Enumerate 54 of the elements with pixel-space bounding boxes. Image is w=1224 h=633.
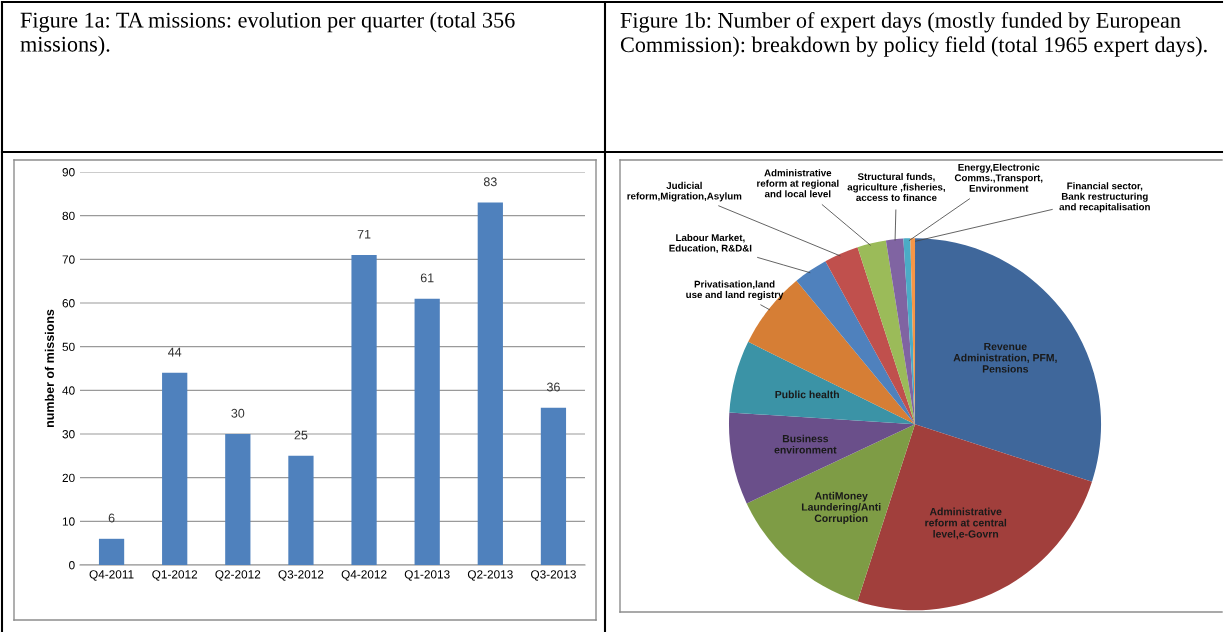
slice-label: Judicial reform,Migration,Asylum (627, 181, 742, 202)
y-tick-label: 10 (62, 517, 75, 526)
x-tick-label: Q2-2012 (215, 570, 261, 581)
bar (540, 407, 567, 565)
pie-slice (728, 412, 916, 504)
chart-title: Figure 1b: Number of expert days (mostly funded by European Commission): breakdown by policy field (total 1965 expert days). (620, 12, 1207, 57)
bar (98, 538, 125, 565)
pie-slice (729, 341, 916, 425)
bar (288, 455, 314, 565)
pie-slice (746, 424, 916, 602)
y-tick-label: 40 (62, 386, 75, 395)
data-label: 30 (231, 408, 245, 418)
pie-slice (915, 238, 1102, 482)
data-label: 44 (168, 347, 182, 357)
y-tick-label: 90 (62, 168, 75, 177)
data-label: 71 (357, 229, 371, 239)
y-tick-label: 20 (62, 473, 75, 483)
slice-label: Energy,Electronic Comms.,Transport, Environment (954, 163, 1043, 192)
y-tick-label: 50 (62, 342, 75, 352)
slice-label: AntiMoney Laundering/Anti Corruption (801, 491, 881, 525)
x-tick-label: Q4-2012 (341, 570, 387, 581)
y-tick-label: 30 (62, 430, 75, 439)
data-label: 83 (483, 177, 497, 187)
data-label: 36 (546, 382, 560, 392)
data-label: 25 (294, 430, 308, 440)
bar (162, 372, 188, 565)
y-tick-label: 0 (69, 561, 75, 570)
y-axis-title: number of missions (44, 309, 54, 428)
bar (351, 254, 377, 565)
slice-label: Administrative reform at regional and local level (757, 169, 839, 198)
x-tick-label: Q3-2012 (278, 570, 324, 581)
y-tick-label: 80 (62, 211, 75, 221)
slice-label: Administrative reform at central level,e-Govrn (925, 507, 1007, 540)
pie-slice (857, 240, 916, 425)
slice-label: Privatisation,land use and land registry (686, 280, 784, 301)
x-tick-label: Q1-2012 (152, 570, 198, 581)
slice-label: Public health (775, 390, 839, 399)
x-tick-label: Q1-2013 (404, 570, 450, 581)
slice-label: Revenue Administration, PFM, Pensions (953, 342, 1057, 373)
slice-label: Structural funds, agriculture ,fisheries, access to finance (847, 172, 945, 202)
slice-label: Labour Market, Education, R&D&I (669, 233, 752, 253)
bar (225, 434, 251, 565)
x-tick-label: Q2-2013 (467, 570, 513, 581)
data-label: 6 (108, 513, 115, 523)
data-label: 61 (420, 273, 434, 283)
y-tick-label: 70 (62, 255, 75, 264)
bar (477, 202, 503, 565)
bar (414, 298, 440, 565)
slice-label: Financial sector, Bank restructuring and recapitalisation (1059, 182, 1150, 213)
x-tick-label: Q3-2013 (531, 570, 576, 581)
y-tick-label: 60 (62, 299, 75, 308)
x-tick-label: Q4-2011 (89, 570, 134, 581)
chart-title: Figure 1a: TA missions: evolution per quarter (total 356 missions). (20, 12, 515, 57)
slice-label: Business environment (774, 434, 837, 454)
